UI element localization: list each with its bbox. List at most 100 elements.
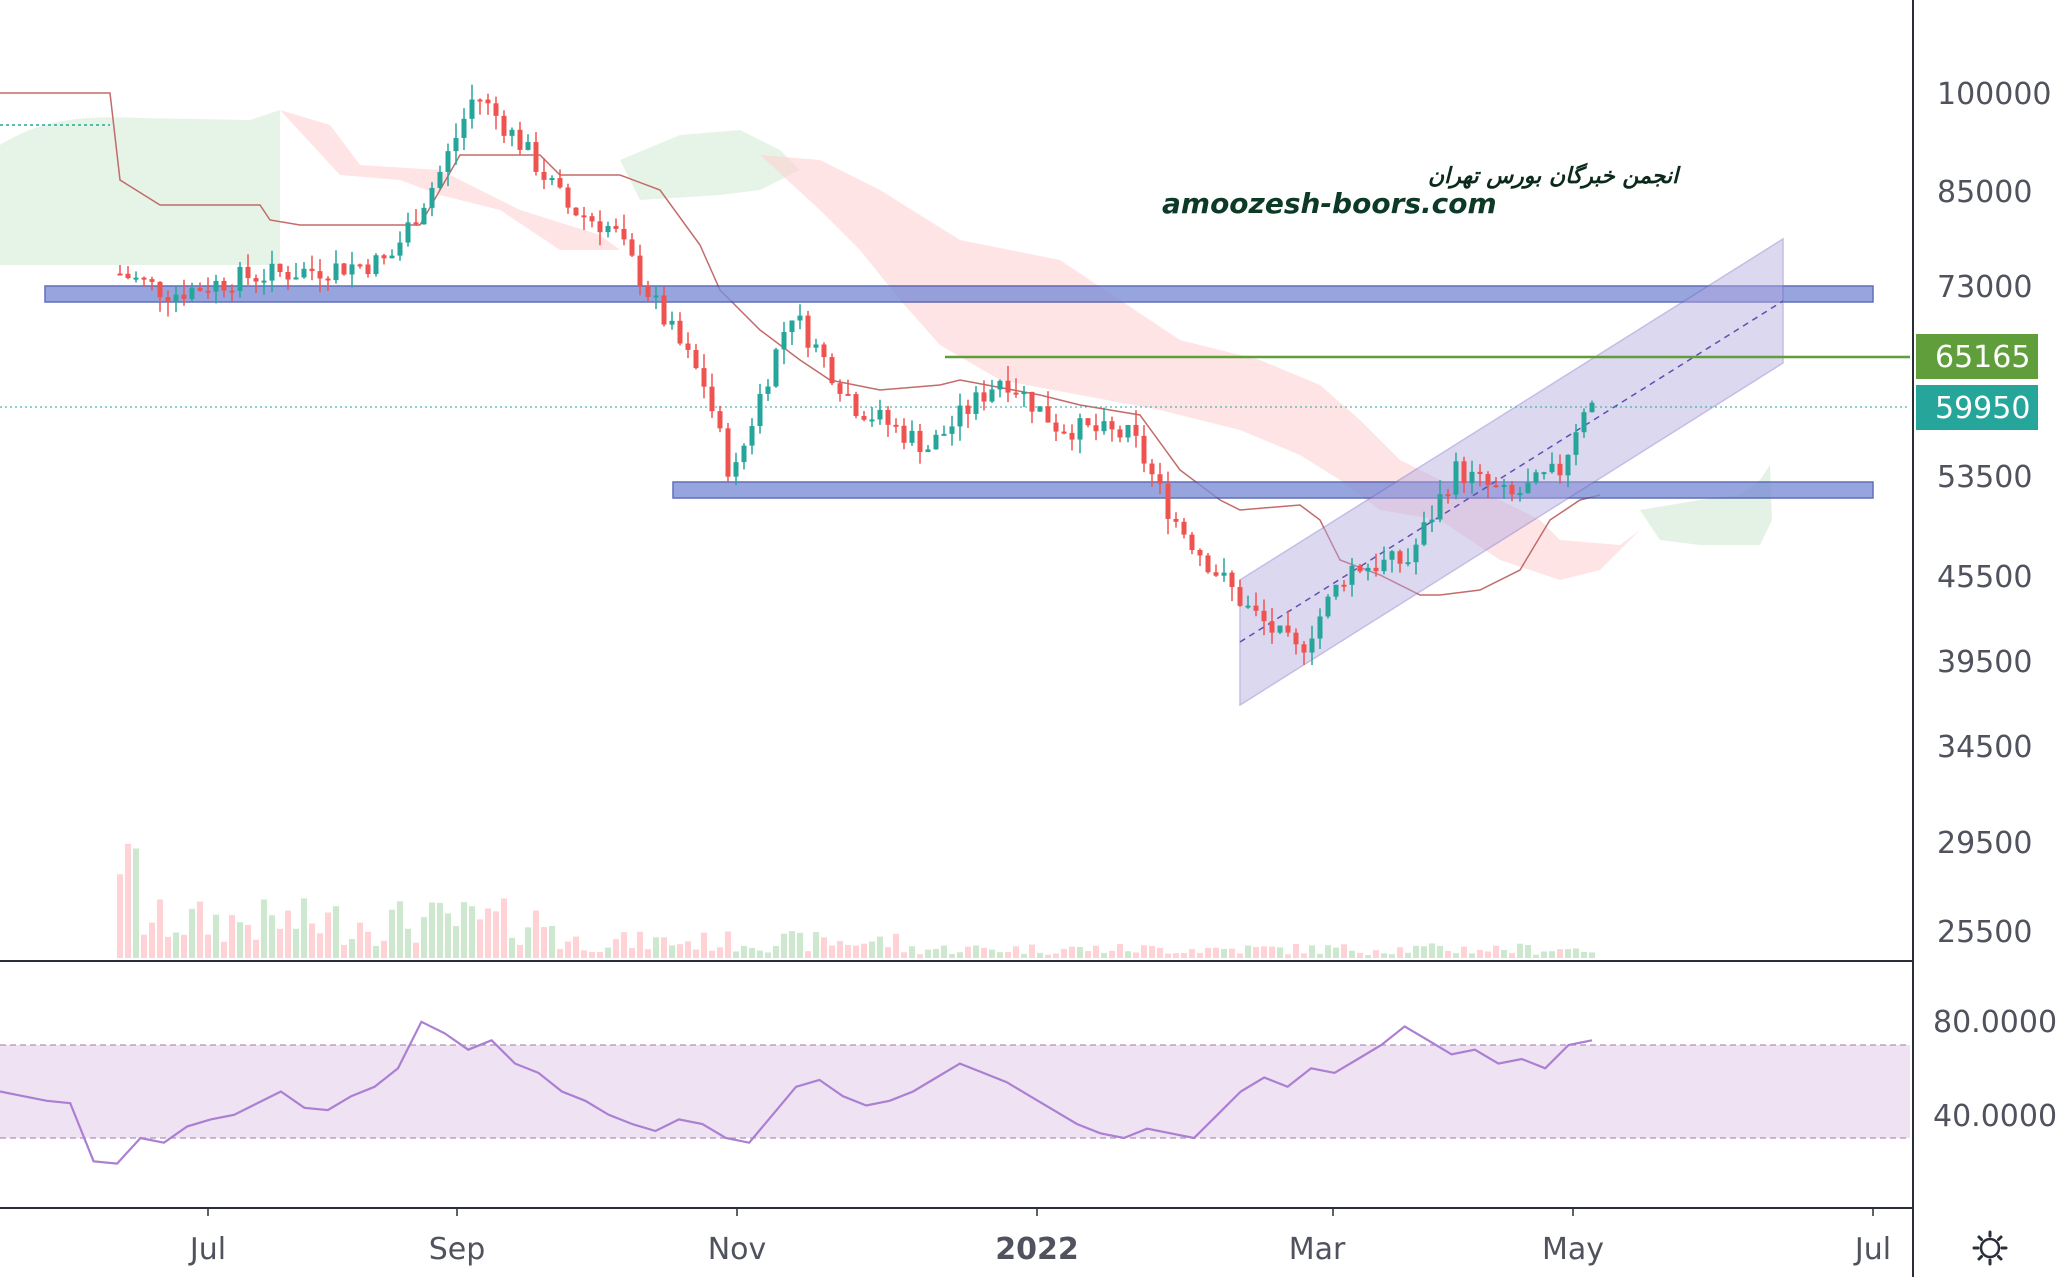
volume-bar xyxy=(901,952,907,958)
support-zone-lower xyxy=(672,481,1874,499)
volume-bar xyxy=(1453,953,1459,958)
volume-bar xyxy=(1565,949,1571,958)
kijun-line xyxy=(0,92,1601,596)
volume-bar xyxy=(373,945,379,958)
volume-bar xyxy=(941,945,947,958)
volume-bar xyxy=(557,949,563,958)
candle xyxy=(1349,557,1355,597)
candle xyxy=(1565,454,1571,488)
volume-bar xyxy=(477,919,483,958)
volume-bar xyxy=(1125,951,1131,958)
volume-bar xyxy=(1085,951,1091,958)
volume-bar xyxy=(1421,946,1427,958)
volume-bar xyxy=(1405,952,1411,958)
candle xyxy=(1557,454,1563,484)
candle xyxy=(165,290,171,317)
volume-bar xyxy=(365,931,371,958)
watermark-persian: انجمن خبرگان بورس تهران xyxy=(1428,162,1681,189)
candle xyxy=(1149,459,1155,487)
candle xyxy=(117,265,123,276)
volume-bar xyxy=(197,901,203,958)
volume-bar xyxy=(669,945,675,958)
volume-bar xyxy=(1077,947,1083,958)
volume-bar xyxy=(445,913,451,958)
candle xyxy=(645,280,651,302)
candle xyxy=(589,212,595,228)
candle xyxy=(1285,610,1291,637)
candle xyxy=(1189,532,1195,555)
candle xyxy=(1397,549,1403,573)
candle xyxy=(1549,452,1555,474)
volume-bar xyxy=(597,951,603,958)
candle xyxy=(413,209,419,226)
candle xyxy=(373,253,379,277)
volume-bar xyxy=(429,902,435,958)
volume-bar xyxy=(565,941,571,958)
candle xyxy=(693,344,699,370)
candle xyxy=(237,261,243,298)
candle xyxy=(1269,608,1275,644)
volume-bar xyxy=(773,946,779,958)
candle xyxy=(277,263,283,277)
candle xyxy=(477,98,483,115)
volume-bar xyxy=(285,910,291,958)
price-tick: 39500 xyxy=(1937,645,2032,680)
candle xyxy=(493,96,499,130)
candle xyxy=(1533,469,1539,485)
volume-bar xyxy=(1549,951,1555,958)
candle xyxy=(1445,488,1451,504)
candle xyxy=(997,379,1003,398)
volume-bar xyxy=(813,932,819,958)
volume-bar xyxy=(797,932,803,958)
volume-bar xyxy=(141,934,147,958)
watermark: انجمن خبرگان بورس تهران amoozesh-boors.c… xyxy=(1162,162,1681,220)
volume-bar xyxy=(717,947,723,958)
candle xyxy=(1069,424,1075,451)
volume-bar xyxy=(1389,954,1395,958)
volume-bar xyxy=(1205,947,1211,958)
price-tick: 73000 xyxy=(1937,270,2032,305)
volume-bar xyxy=(1573,948,1579,958)
candle xyxy=(1197,548,1203,567)
candle xyxy=(989,379,995,403)
candle xyxy=(205,277,211,299)
candle xyxy=(421,203,427,225)
volume-bar xyxy=(693,949,699,958)
rsi-tick: 80.0000 xyxy=(1933,1005,2057,1040)
volume-bar xyxy=(949,953,955,958)
candle xyxy=(893,418,899,433)
volume-bar xyxy=(349,939,355,958)
candle xyxy=(253,274,259,294)
candle xyxy=(1109,416,1115,442)
volume-bar xyxy=(1445,950,1451,958)
candle xyxy=(1173,512,1179,528)
price-tick: 85000 xyxy=(1937,175,2032,210)
candle xyxy=(149,276,155,291)
candle xyxy=(605,221,611,238)
gear-icon[interactable] xyxy=(1972,1230,2008,1266)
volume-bar xyxy=(1189,949,1195,958)
volume-bar xyxy=(221,941,227,958)
volume-bar xyxy=(1317,953,1323,958)
candle xyxy=(501,110,507,144)
volume-bar xyxy=(1501,949,1507,958)
volume-bar xyxy=(581,950,587,958)
candle xyxy=(517,121,523,155)
candle xyxy=(1157,462,1163,495)
candle xyxy=(965,399,971,428)
candle xyxy=(725,422,731,482)
time-tick: Sep xyxy=(429,1232,486,1267)
candle xyxy=(901,418,907,450)
volume-bar xyxy=(1045,954,1051,958)
volume-bar xyxy=(509,937,515,958)
candle xyxy=(261,269,267,295)
volume-bar xyxy=(389,909,395,958)
volume-bar xyxy=(357,922,363,958)
candle xyxy=(469,84,475,129)
candle xyxy=(1309,625,1315,666)
volume-bar xyxy=(1309,945,1315,958)
volume-bar xyxy=(397,901,403,958)
candle xyxy=(613,218,619,233)
candle xyxy=(661,286,667,327)
